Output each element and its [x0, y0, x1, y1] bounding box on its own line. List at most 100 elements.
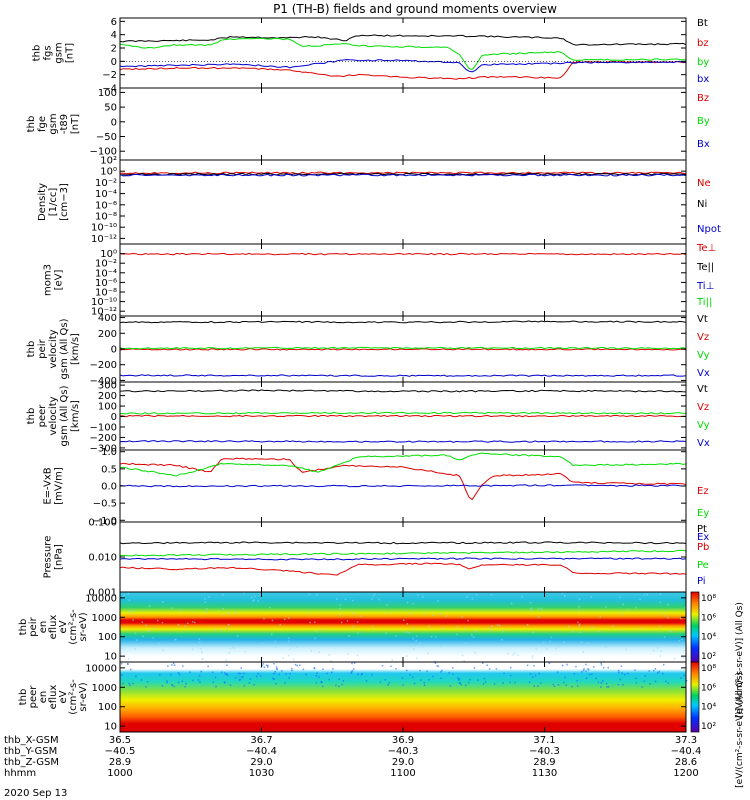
y-axis-title: thb fgs gsm [nT] [32, 42, 76, 63]
y-tick-label: 100 [98, 702, 117, 713]
y-tick-label: 0.0 [101, 482, 117, 493]
colorbar: 10⁸ 10⁶ 10⁴ 10² [eV/(cm²-s-sr-eV)] (All Qs) [690, 661, 745, 788]
y-tick-label: 2 [111, 44, 117, 55]
legend: Ne Ni Npot [697, 178, 721, 235]
legend: Bt bz by bx [697, 18, 709, 85]
legend-entry: Pt [697, 524, 707, 535]
y-axis-title-line: eV [58, 690, 69, 703]
y-tick-label: −400 [90, 376, 117, 387]
panel-3: Ne Ni Npot 10²10⁰10⁻²10⁻⁴10⁻⁶10⁻⁸10⁻¹⁰10⁻¹²… [37, 156, 721, 245]
series-line-Pb [120, 562, 686, 576]
y-tick-label: 0.100 [88, 518, 117, 529]
y-axis: 10 100 1000 10000 [85, 662, 687, 733]
y-axis-title-line: [km/s] [70, 333, 81, 365]
legend-entry: By [697, 116, 710, 127]
x-tick-label: 29.0 [250, 757, 272, 768]
y-axis-title-line: thb [26, 408, 37, 425]
y-tick-label: 10⁻¹² [91, 234, 117, 245]
y-tick-label: −1.0 [93, 516, 117, 527]
y-axis-title-line: sr-eV) [78, 612, 89, 641]
y-axis-title: thb peir velocity gsm (All Qs) [km/s] [26, 318, 81, 379]
colorbar-tick-label: 10⁸ [701, 664, 716, 674]
legend-entry: Te|| [696, 262, 714, 273]
y-axis-title-line: thb [32, 45, 43, 62]
legend-entry: Bt [697, 18, 708, 29]
y-axis-title-line: fgs [43, 45, 54, 60]
y-tick-label: −0.5 [93, 499, 117, 510]
y-axis-title-line: [nT] [65, 43, 76, 63]
colorbar-tick-label: 10⁴ [701, 633, 716, 643]
y-axis-title-line: gsm [54, 42, 65, 63]
y-tick-label: 0 [111, 412, 117, 423]
y-axis-title-line: peer [28, 685, 39, 709]
panel-4: Te⊥ Te|| Ti⊥ Ti|| 10⁰10⁻²10⁻⁴10⁻⁶10⁻⁸10⁻¹⁰10… [43, 243, 717, 318]
legend: Vt Vz Vy Vx [697, 384, 710, 449]
y-axis-title-line: velocity [48, 329, 59, 368]
y-tick-label: −200 [90, 360, 117, 371]
y-axis: −4 −2 0 2 4 6 [102, 17, 687, 95]
series-line-Te⊥ [120, 252, 686, 256]
series-line-Vt [120, 389, 686, 393]
y-axis-title-line: mom3 [43, 264, 54, 296]
legend-entry: Pb [697, 542, 709, 553]
y-axis: 0.001 0.010 0.100 [88, 518, 687, 599]
y-tick-label: −4 [102, 84, 117, 95]
series-line-Ez [120, 457, 686, 501]
y-axis-title-line: [1/cc] [48, 188, 59, 217]
y-axis-title-line: [nT] [70, 114, 81, 134]
y-axis-title-line: thb [18, 619, 29, 636]
x-tick-label: 1200 [673, 768, 698, 779]
series-line-Vy [120, 411, 686, 415]
series-line-bx [120, 59, 686, 73]
spectrogram-image [120, 662, 686, 732]
series-line-bz [120, 60, 686, 80]
y-tick-label: −2 [102, 70, 117, 81]
series-line-Vx [120, 440, 686, 443]
y-tick-label: 100 [98, 632, 117, 643]
y-axis-title-line: [cm−3] [59, 183, 70, 221]
y-axis-title-line: [eV] [54, 270, 65, 291]
y-axis-title-line: thb [26, 116, 37, 133]
legend: Pt Pb Pe Pi [697, 524, 709, 587]
colorbar-title: [eV/(cm²-s-sr-eV)] (All Qs) [735, 602, 745, 718]
legend-entry: Vz [697, 402, 709, 413]
x-tick-label: 36.7 [250, 735, 272, 746]
y-axis-title-line: eflux [48, 685, 59, 710]
y-tick-label: 10⁻⁴ [95, 268, 117, 279]
legend: Vt Vz Vy Vx [697, 314, 710, 379]
x-tick-label: 1130 [532, 768, 557, 779]
series-line-Vx [120, 374, 686, 377]
series-line-Pe [120, 549, 686, 557]
y-tick-label: 300 [98, 381, 117, 392]
legend-entry: Bz [697, 93, 709, 104]
y-axis-title: thb peer en eflux eV (cm²-s-sr-eV) [18, 679, 89, 715]
legend-entry: Pe [697, 560, 709, 571]
y-tick-label: 10⁻¹² [91, 307, 117, 318]
y-tick-label: 0 [111, 345, 117, 356]
legend-entry: Te⊥ [696, 243, 716, 254]
legend-entry: Vx [697, 368, 710, 379]
y-axis-title-line: en [38, 691, 49, 704]
x-tick-label: −40.5 [105, 746, 136, 757]
legend-entry: Ti⊥ [696, 281, 714, 292]
legend-entry: Vx [697, 438, 710, 449]
y-tick-label: −50 [96, 132, 117, 143]
legend-entry: Vy [697, 350, 710, 361]
x-tick-label: 37.1 [533, 735, 555, 746]
y-tick-label: 10⁰ [100, 167, 117, 178]
y-axis-title-line: thb [18, 689, 29, 706]
colorbar-tick-label: 10⁸ [701, 594, 716, 604]
series-line-by [120, 37, 686, 70]
series-line-Pi [120, 557, 686, 561]
x-axis-row-label: thb_Z-GSM [4, 757, 59, 768]
y-tick-label: −100 [90, 147, 117, 158]
series-lines [120, 541, 686, 576]
y-axis: 10 100 1000 10000 [85, 592, 687, 663]
y-axis-title-line: E=-VxB [43, 467, 54, 504]
y-axis-title: thb peir en eflux eV (cm²-s-sr-eV) [18, 609, 89, 645]
